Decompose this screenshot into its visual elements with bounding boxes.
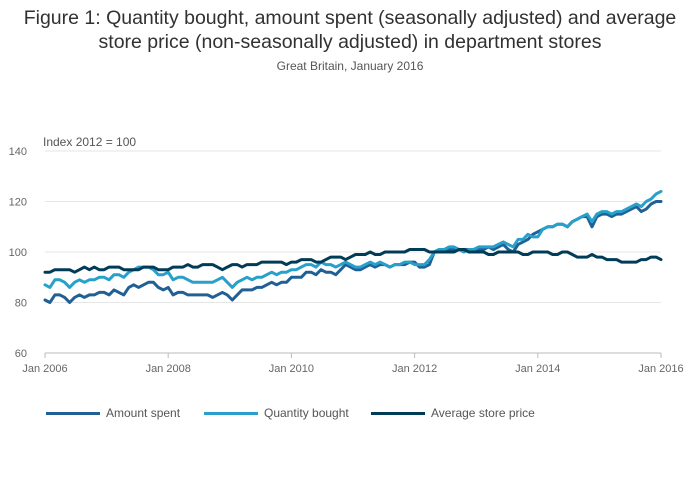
chart-title-line-1: Figure 1: Quantity bought, amount spent …	[23, 7, 677, 29]
chart-title: Figure 1: Quantity bought, amount spent …	[0, 6, 700, 54]
x-tick-label: Jan 2008	[146, 363, 191, 375]
chart-subtitle: Great Britain, January 2016	[276, 59, 424, 73]
x-tick-label: Jan 2014	[515, 363, 560, 375]
chart-title-line-2: store price (non-seasonally adjusted) in…	[98, 31, 602, 53]
x-tick-label: Jan 2012	[392, 363, 437, 375]
series-line-quantity-bought[interactable]	[43, 189, 663, 289]
y-axis-label: Index 2012 = 100	[43, 135, 136, 149]
x-tick-label: Jan 2006	[22, 363, 67, 375]
y-tick-label: 80	[15, 298, 27, 310]
y-tick-label: 140	[9, 146, 27, 158]
y-tick-label: 100	[9, 247, 27, 259]
legend-item-average-store-price[interactable]: Average store price	[371, 406, 535, 420]
legend-label: Average store price	[431, 406, 535, 420]
grid-lines	[45, 150, 661, 354]
axes: 60 80 100 120 140 Jan 2006 Jan 2008 Jan 2010 Jan…	[9, 146, 684, 375]
x-tick-label: Jan 2010	[269, 363, 314, 375]
series-line-average-store-price[interactable]	[43, 248, 663, 274]
legend-label: Quantity bought	[264, 406, 349, 420]
x-tick-label: Jan 2016	[638, 363, 683, 375]
y-tick-label: 60	[15, 348, 27, 360]
legend-item-amount-spent[interactable]: Amount spent	[46, 406, 180, 420]
legend-item-quantity-bought[interactable]: Quantity bought	[204, 406, 349, 420]
series-lines	[43, 189, 663, 304]
y-tick-label: 120	[9, 197, 27, 209]
legend-swatch	[46, 411, 100, 415]
legend-label: Amount spent	[106, 406, 181, 420]
legend-swatch	[371, 411, 425, 415]
legend-swatch	[204, 411, 258, 415]
